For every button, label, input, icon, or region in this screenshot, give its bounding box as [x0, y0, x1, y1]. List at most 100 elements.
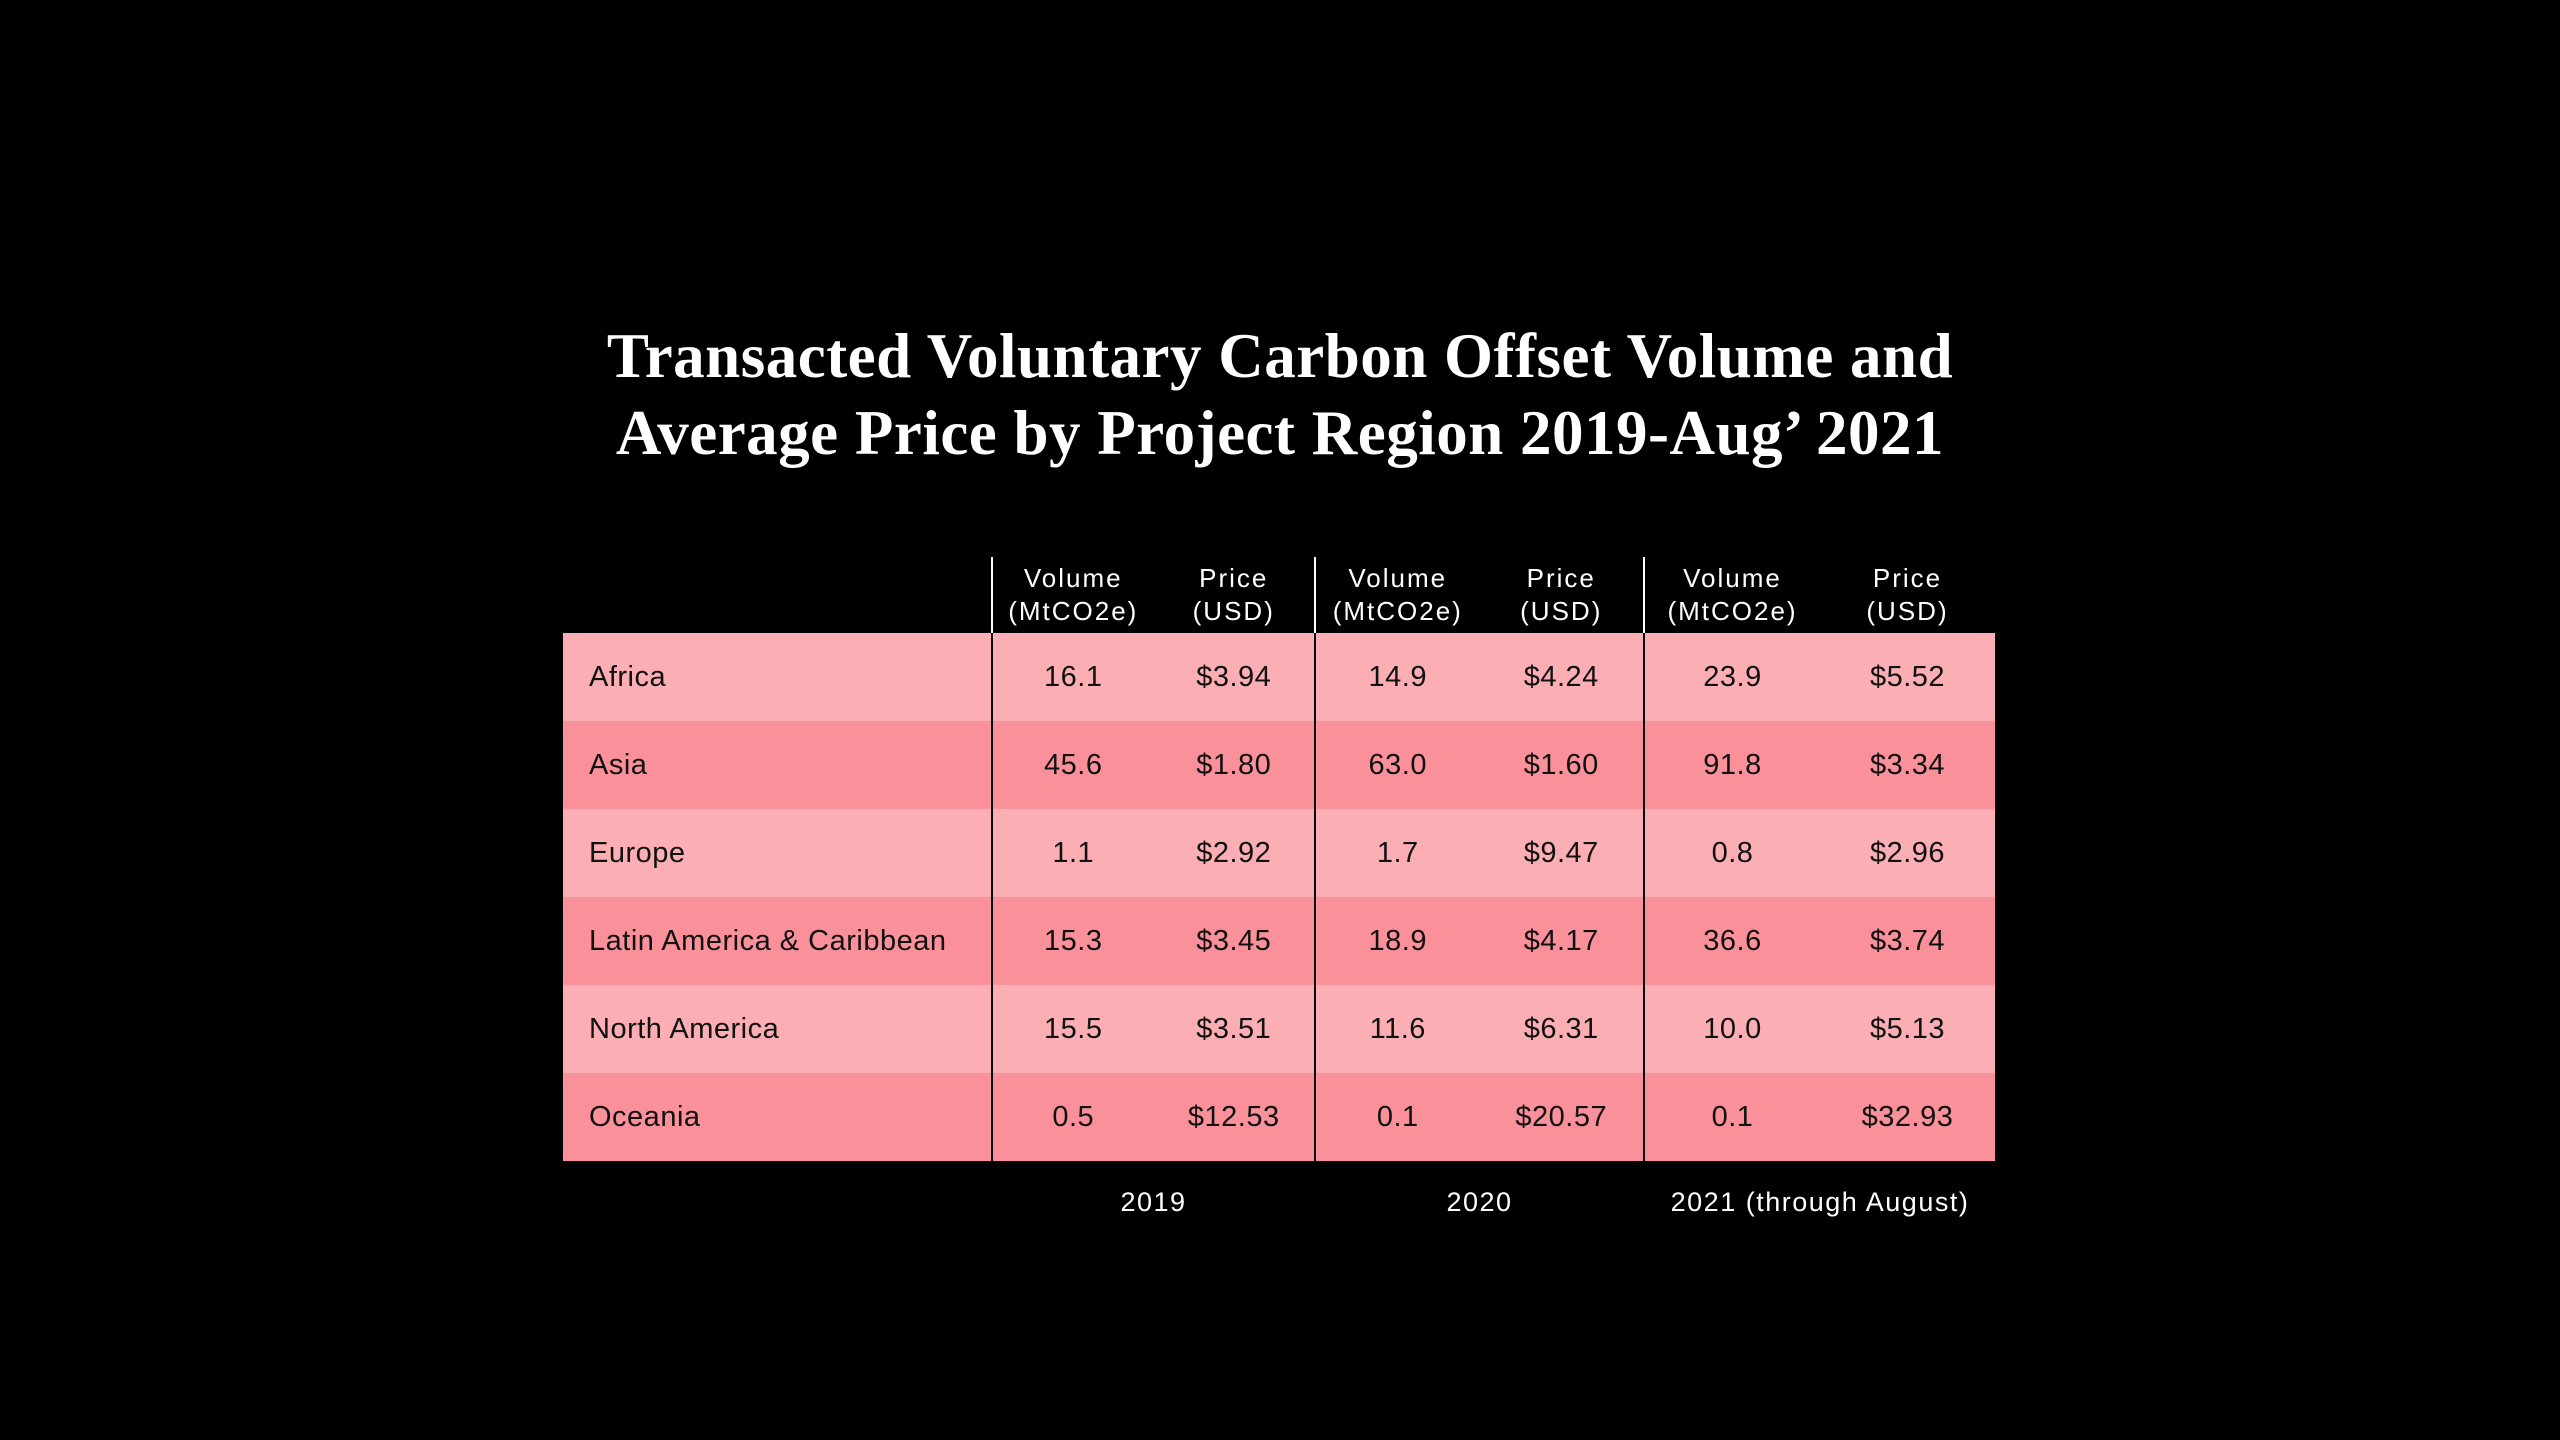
table-row-asia: Asia 45.6 $1.80 63.0 $1.60 91.8 $3.34 — [563, 721, 1995, 809]
price-value: $32.93 — [1861, 1100, 1954, 1133]
volume-value: 1.1 — [1052, 836, 1095, 869]
volume-value: 1.7 — [1376, 836, 1419, 869]
row-group-2020: 11.6 $6.31 — [1314, 985, 1643, 1073]
price-value: $20.57 — [1515, 1100, 1608, 1133]
volume-value: 0.8 — [1711, 836, 1754, 869]
row-group-2019: 45.6 $1.80 — [991, 721, 1314, 809]
year-label-2020: 2020 — [1446, 1187, 1513, 1217]
volume-value: 15.3 — [1044, 924, 1103, 957]
row-group-2020: 1.7 $9.47 — [1314, 809, 1643, 897]
volume-value: 0.1 — [1711, 1100, 1754, 1133]
volume-value: 36.6 — [1703, 924, 1762, 957]
column-header-volume: Volume (MtCO2e) — [1645, 557, 1820, 633]
volume-value: 18.9 — [1368, 924, 1427, 957]
volume-value: 23.9 — [1703, 660, 1762, 693]
column-header-price-line1: Price — [1872, 563, 1943, 593]
column-header-price: Price (USD) — [1154, 557, 1315, 633]
region-label: Europe — [589, 836, 686, 869]
row-group-2021: 23.9 $5.52 — [1643, 633, 1995, 721]
volume-value: 15.5 — [1044, 1012, 1103, 1045]
column-header-volume-line1: Volume — [1023, 563, 1123, 593]
volume-value: 14.9 — [1368, 660, 1427, 693]
table-row-north-america: North America 15.5 $3.51 11.6 $6.31 10.0… — [563, 985, 1995, 1073]
price-value: $9.47 — [1523, 836, 1599, 869]
row-group-2019: 16.1 $3.94 — [991, 633, 1314, 721]
row-group-2020: 0.1 $20.57 — [1314, 1073, 1643, 1161]
column-header-volume-line1: Volume — [1348, 563, 1448, 593]
volume-value: 91.8 — [1703, 748, 1762, 781]
price-value: $6.31 — [1523, 1012, 1599, 1045]
column-header-volume-line1: Volume — [1683, 563, 1782, 593]
volume-value: 11.6 — [1369, 1012, 1426, 1045]
column-header-volume: Volume (MtCO2e) — [1316, 557, 1480, 633]
year-label-2019: 2019 — [1120, 1187, 1187, 1217]
price-value: $3.34 — [1869, 748, 1946, 781]
price-value: $4.24 — [1523, 660, 1599, 693]
row-group-2021: 0.8 $2.96 — [1643, 809, 1995, 897]
chart-title: Transacted Voluntary Carbon Offset Volum… — [0, 318, 2560, 472]
volume-value: 0.1 — [1376, 1100, 1419, 1133]
table-row-oceania: Oceania 0.5 $12.53 0.1 $20.57 0.1 $32.93 — [563, 1073, 1995, 1161]
row-group-2021: 36.6 $3.74 — [1643, 897, 1995, 985]
column-header-price-line1: Price — [1199, 563, 1269, 593]
region-label: Africa — [589, 660, 667, 693]
price-value: $12.53 — [1187, 1100, 1280, 1133]
price-value: $5.13 — [1869, 1012, 1946, 1045]
header-group-2021: Volume (MtCO2e) Price (USD) — [1643, 557, 1995, 633]
price-value: $5.52 — [1869, 660, 1946, 693]
table-row-africa: Africa 16.1 $3.94 14.9 $4.24 23.9 $5.52 — [563, 633, 1995, 721]
row-group-2020: 18.9 $4.17 — [1314, 897, 1643, 985]
region-label: Asia — [589, 748, 648, 781]
table-body: Africa 16.1 $3.94 14.9 $4.24 23.9 $5.52 … — [563, 633, 1995, 1161]
column-header-volume-line2: (MtCO2e) — [1008, 596, 1139, 626]
volume-value: 0.5 — [1052, 1100, 1095, 1133]
price-value: $3.94 — [1196, 660, 1272, 693]
price-value: $2.96 — [1869, 836, 1946, 869]
price-value: $3.51 — [1196, 1012, 1272, 1045]
header-region-spacer — [563, 557, 991, 633]
row-group-2020: 63.0 $1.60 — [1314, 721, 1643, 809]
row-group-2021: 91.8 $3.34 — [1643, 721, 1995, 809]
row-group-2019: 1.1 $2.92 — [991, 809, 1314, 897]
table-footer-row: 2019 2020 2021 (through August) — [563, 1187, 1995, 1218]
header-group-2020: Volume (MtCO2e) Price (USD) — [1314, 557, 1643, 633]
column-header-volume-line2: (MtCO2e) — [1332, 596, 1463, 626]
table-row-latin-america-caribbean: Latin America & Caribbean 15.3 $3.45 18.… — [563, 897, 1995, 985]
row-group-2021: 0.1 $32.93 — [1643, 1073, 1995, 1161]
price-value: $1.60 — [1523, 748, 1599, 781]
table-row-europe: Europe 1.1 $2.92 1.7 $9.47 0.8 $2.96 — [563, 809, 1995, 897]
volume-value: 45.6 — [1044, 748, 1103, 781]
row-group-2019: 15.3 $3.45 — [991, 897, 1314, 985]
column-header-price-line2: (USD) — [1520, 596, 1603, 626]
column-header-price: Price (USD) — [1820, 557, 1995, 633]
price-value: $3.74 — [1869, 924, 1946, 957]
row-group-2019: 15.5 $3.51 — [991, 985, 1314, 1073]
price-value: $3.45 — [1196, 924, 1272, 957]
price-value: $2.92 — [1196, 836, 1272, 869]
price-value: $4.17 — [1523, 924, 1599, 957]
price-value: $1.80 — [1196, 748, 1272, 781]
row-group-2019: 0.5 $12.53 — [991, 1073, 1314, 1161]
chart-title-line1: Transacted Voluntary Carbon Offset Volum… — [606, 321, 1954, 391]
column-header-price-line1: Price — [1526, 563, 1596, 593]
column-header-volume: Volume (MtCO2e) — [993, 557, 1154, 633]
region-label: Oceania — [589, 1100, 701, 1133]
volume-value: 10.0 — [1703, 1012, 1762, 1045]
column-header-price-line2: (USD) — [1866, 596, 1949, 626]
region-label: Latin America & Caribbean — [589, 924, 947, 957]
footer-region-spacer — [563, 1187, 991, 1218]
table-header-row: Volume (MtCO2e) Price (USD) Volume (MtCO… — [563, 557, 1995, 633]
region-label: North America — [589, 1012, 780, 1045]
chart-title-line2: Average Price by Project Region 2019-Aug… — [615, 398, 1945, 468]
header-group-2019: Volume (MtCO2e) Price (USD) — [991, 557, 1314, 633]
year-label-2021: 2021 (through August) — [1670, 1187, 1970, 1217]
row-group-2020: 14.9 $4.24 — [1314, 633, 1643, 721]
volume-value: 16.1 — [1044, 660, 1103, 693]
column-header-volume-line2: (MtCO2e) — [1667, 596, 1798, 626]
column-header-price-line2: (USD) — [1192, 596, 1275, 626]
column-header-price: Price (USD) — [1480, 557, 1644, 633]
data-table: Volume (MtCO2e) Price (USD) Volume (MtCO… — [563, 557, 1995, 1218]
row-group-2021: 10.0 $5.13 — [1643, 985, 1995, 1073]
volume-value: 63.0 — [1368, 748, 1427, 781]
